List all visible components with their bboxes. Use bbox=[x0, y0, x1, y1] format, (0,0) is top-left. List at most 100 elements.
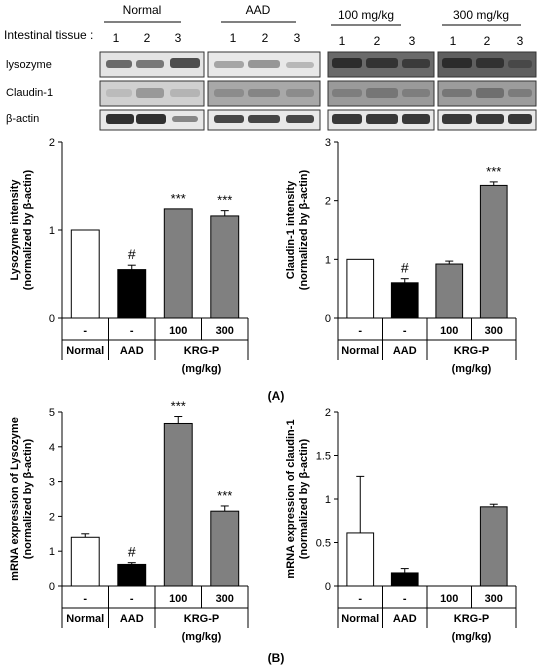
blot-group-label: 300 mg/kg bbox=[453, 8, 509, 22]
x-tick-label: - bbox=[83, 325, 87, 337]
x-tick-label: - bbox=[403, 593, 407, 605]
y-tick-label: 2 bbox=[325, 196, 331, 208]
x-group-label: KRG-P bbox=[454, 613, 489, 625]
bar bbox=[479, 506, 508, 587]
y-tick-label: 1 bbox=[49, 225, 55, 237]
x-tick-label: 300 bbox=[485, 593, 503, 605]
bar bbox=[390, 572, 419, 587]
significance-marker: *** bbox=[217, 488, 232, 503]
y-axis-label: Claudin-1 intensity(normalized by β-acti… bbox=[285, 169, 310, 290]
y-tick-label: 2 bbox=[49, 511, 55, 523]
significance-marker: # bbox=[128, 246, 136, 262]
bar bbox=[163, 208, 193, 319]
y-tick-label: 3 bbox=[49, 477, 55, 489]
x-tick-label: - bbox=[358, 593, 362, 605]
lane-number: 2 bbox=[144, 31, 151, 45]
y-axis-label: Lysozyme intensity(normalized by β-actin… bbox=[9, 169, 34, 290]
significance-marker: *** bbox=[171, 191, 186, 206]
x-group-label: AAD bbox=[393, 345, 417, 357]
chart-lysozyme-intensity: 0 1 2 # *** *** - - 100 300 Normal AAD KRG-P (mg/kg) L… bbox=[9, 137, 249, 375]
lane-number: 1 bbox=[450, 34, 457, 48]
bar bbox=[346, 258, 375, 319]
y-tick-label: 0 bbox=[49, 581, 55, 593]
bar bbox=[479, 184, 508, 319]
y-tick-label: 1 bbox=[325, 494, 331, 506]
x-group-label: AAD bbox=[393, 613, 417, 625]
y-axis-label-line: Lysozyme intensity bbox=[9, 179, 21, 281]
blot-row-label: lysozyme bbox=[6, 59, 52, 71]
lane-number: 3 bbox=[517, 34, 524, 48]
chart-claudin1-intensity: 0 1 2 3 # *** - - 100 300 Normal AAD KRG-P (mg/kg) Cla… bbox=[285, 137, 517, 375]
x-tick-label: 300 bbox=[216, 325, 234, 337]
y-tick-label: 1 bbox=[325, 254, 331, 266]
blot-title-label: Intestinal tissue : bbox=[4, 28, 93, 42]
bar bbox=[390, 282, 419, 319]
x-group-unit: (mg/kg) bbox=[182, 631, 222, 643]
blot-header: Intestinal tissue : Normal AAD 100 mg/kg… bbox=[4, 3, 524, 125]
x-group-unit: (mg/kg) bbox=[452, 363, 492, 375]
x-tick-label: 300 bbox=[485, 325, 503, 337]
bar bbox=[70, 536, 100, 587]
y-axis-label-line: Claudin-1 intensity bbox=[285, 180, 297, 279]
x-tick-label: - bbox=[358, 325, 362, 337]
x-tick-label: - bbox=[130, 325, 134, 337]
bar bbox=[435, 263, 464, 319]
y-axis-label-line: (normalized by β-actin) bbox=[298, 169, 310, 290]
y-tick-label: 3 bbox=[325, 137, 331, 149]
significance-marker: *** bbox=[171, 399, 186, 414]
x-group-label: KRG-P bbox=[454, 345, 489, 357]
y-tick-label: 0 bbox=[325, 313, 331, 325]
significance-marker: *** bbox=[486, 164, 501, 179]
bar bbox=[70, 229, 100, 319]
x-tick-label: - bbox=[403, 325, 407, 337]
lane-number: 2 bbox=[484, 34, 491, 48]
x-tick-label: - bbox=[83, 593, 87, 605]
lane-number: 1 bbox=[113, 31, 120, 45]
y-tick-label: 2 bbox=[49, 137, 55, 149]
bar bbox=[117, 269, 147, 319]
lane-number: 3 bbox=[294, 31, 301, 45]
x-group-label: AAD bbox=[120, 613, 144, 625]
x-tick-label: 100 bbox=[169, 593, 187, 605]
lane-number: 3 bbox=[175, 31, 182, 45]
blot-group-label: 100 mg/kg bbox=[338, 8, 394, 22]
blot-group-label: AAD bbox=[246, 3, 271, 17]
significance-marker: *** bbox=[217, 193, 232, 208]
y-tick-label: 0 bbox=[325, 581, 331, 593]
y-axis-label-line: (normalized by β-actin) bbox=[22, 169, 34, 290]
x-group-label: Normal bbox=[66, 613, 104, 625]
x-group-label: Normal bbox=[341, 613, 379, 625]
y-tick-label: 0 bbox=[49, 313, 55, 325]
lane-number: 2 bbox=[374, 34, 381, 48]
blot-group-label: Normal bbox=[123, 3, 162, 17]
bar bbox=[346, 532, 375, 587]
y-axis-label: mRNA expression of claudin-1(normalized … bbox=[285, 419, 310, 578]
x-group-label: KRG-P bbox=[184, 613, 219, 625]
chart-mrna-claudin1: 0 0.5 1 1.5 2 - - 100 300 Normal AAD KRG-P (mg/kg) mR… bbox=[285, 407, 517, 643]
blot-image bbox=[99, 51, 537, 131]
x-group-label: Normal bbox=[66, 345, 104, 357]
y-axis-label-line: (normalized by β-actin) bbox=[298, 438, 310, 559]
y-axis-label-line: mRNA expression of claudin-1 bbox=[285, 419, 297, 578]
lane-number: 1 bbox=[339, 34, 346, 48]
x-tick-label: - bbox=[130, 593, 134, 605]
y-axis-label: mRNA expression of Lysozyme(normalized b… bbox=[9, 417, 34, 581]
chart-mrna-lysozyme: 0 1 2 3 4 5 # *** *** - - 100 300 Normal AAD KRG-P (mg/k… bbox=[9, 399, 249, 643]
x-group-unit: (mg/kg) bbox=[452, 631, 492, 643]
lane-number: 3 bbox=[409, 34, 416, 48]
lane-number: 2 bbox=[262, 31, 269, 45]
lane-number: 1 bbox=[230, 31, 237, 45]
y-tick-label: 4 bbox=[49, 442, 55, 454]
panel-label-b: (B) bbox=[268, 651, 285, 665]
x-tick-label: 100 bbox=[440, 593, 458, 605]
x-group-unit: (mg/kg) bbox=[182, 363, 222, 375]
y-tick-label: 1 bbox=[49, 546, 55, 558]
y-tick-label: 2 bbox=[325, 407, 331, 419]
bar bbox=[210, 215, 240, 319]
x-tick-label: 100 bbox=[169, 325, 187, 337]
bar bbox=[163, 422, 193, 587]
y-tick-label: 5 bbox=[49, 407, 55, 419]
blot-row-label: Claudin-1 bbox=[6, 87, 53, 99]
y-axis-label-line: (normalized by β-actin) bbox=[22, 438, 34, 559]
